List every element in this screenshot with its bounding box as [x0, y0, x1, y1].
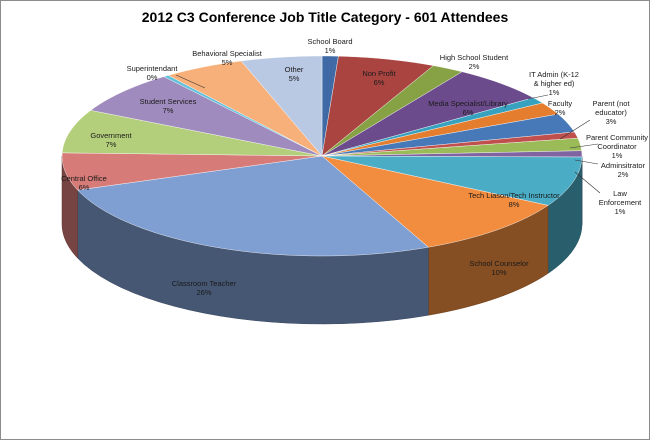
data-label-high-school-student: High School Student 2% — [440, 53, 509, 71]
slice-other — [240, 55, 323, 157]
leader-line — [574, 171, 601, 194]
slice-student-services — [90, 76, 323, 157]
chart-title: 2012 C3 Conference Job Title Category - … — [141, 9, 509, 25]
data-label-adminsitrator: Adminsitrator 2% — [601, 161, 646, 179]
data-label-media-specialist-library: Media Specialist/Library 6% — [428, 99, 508, 117]
leader-line — [175, 74, 206, 89]
data-label-other: Other 5% — [285, 65, 304, 83]
slice-government — [61, 110, 323, 157]
slice-behavioral-specialist — [167, 60, 323, 157]
slice-classroom-teacher — [77, 155, 429, 257]
data-label-superintendant: Superintendant 0% — [127, 64, 179, 82]
data-label-parent-not-educator: Parent (not educator) 3% — [592, 99, 630, 126]
data-label-parent-community-coordinator: Parent Community Coordinator 1% — [586, 133, 648, 160]
data-label-central-office: Central Office 6% — [61, 174, 107, 192]
slice-media-specialist-library — [321, 71, 534, 157]
data-label-school-counselor: School Counselor 10% — [469, 259, 529, 277]
slice-parent-not-educator — [321, 113, 575, 157]
data-label-non-profit: Non Profit 6% — [362, 69, 396, 87]
data-label-tech-liason-tech-instructor: Tech Liason/Tech Instructor 8% — [468, 191, 560, 209]
data-label-it-admin-k-12-higher-ed: IT Admin (K-12 & higher ed) 1% — [529, 70, 579, 97]
data-label-faculty: Faculty 2% — [548, 99, 572, 117]
slice-central-office — [61, 152, 323, 191]
data-label-school-board: School Board 1% — [307, 37, 352, 55]
data-label-classroom-teacher: Classroom Teacher 26% — [172, 279, 237, 297]
slice-tech-liason-tech-instructor — [321, 155, 583, 206]
leader-line — [574, 159, 599, 165]
leader-line — [559, 119, 591, 140]
data-label-law-enforcement: Law Enforcement 1% — [599, 189, 642, 216]
data-label-student-services: Student Services 7% — [140, 97, 197, 115]
data-label-government: Government 7% — [90, 131, 132, 149]
data-label-behavioral-specialist: Behavioral Specialist 5% — [192, 49, 263, 67]
slice-school-counselor — [321, 155, 549, 248]
slice-non-profit — [321, 55, 434, 157]
leader-line — [569, 143, 599, 149]
leader-line — [527, 94, 549, 100]
